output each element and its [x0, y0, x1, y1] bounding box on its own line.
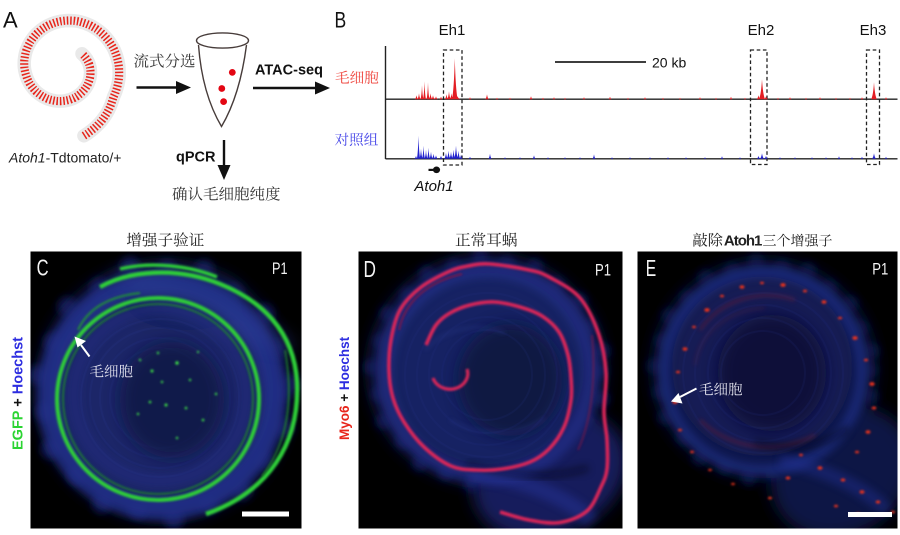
svg-text:qPCR: qPCR: [176, 150, 216, 166]
svg-text:Eh1: Eh1: [439, 22, 466, 39]
svg-text:P1: P1: [595, 261, 611, 280]
svg-text:Atoh1: Atoh1: [724, 233, 763, 250]
svg-text:P1: P1: [872, 260, 888, 279]
svg-text:Eh3: Eh3: [860, 22, 887, 39]
svg-text:E: E: [646, 256, 656, 282]
svg-text:Atoh1: Atoh1: [413, 178, 453, 195]
svg-text:Eh2: Eh2: [748, 22, 775, 39]
svg-text:ATAC-seq: ATAC-seq: [255, 63, 323, 79]
svg-text:EGFP + Hoechst: EGFP + Hoechst: [11, 337, 27, 450]
svg-text:P1: P1: [272, 259, 288, 278]
svg-text:A: A: [3, 8, 18, 33]
svg-text:Myo6 + Hoechst: Myo6 + Hoechst: [337, 336, 352, 440]
svg-text:C: C: [37, 256, 49, 281]
svg-text:B: B: [335, 9, 347, 33]
svg-text:D: D: [364, 258, 376, 283]
svg-text:20 kb: 20 kb: [652, 55, 686, 71]
svg-text:Atoh1-Tdtomato/+: Atoh1-Tdtomato/+: [8, 150, 121, 166]
